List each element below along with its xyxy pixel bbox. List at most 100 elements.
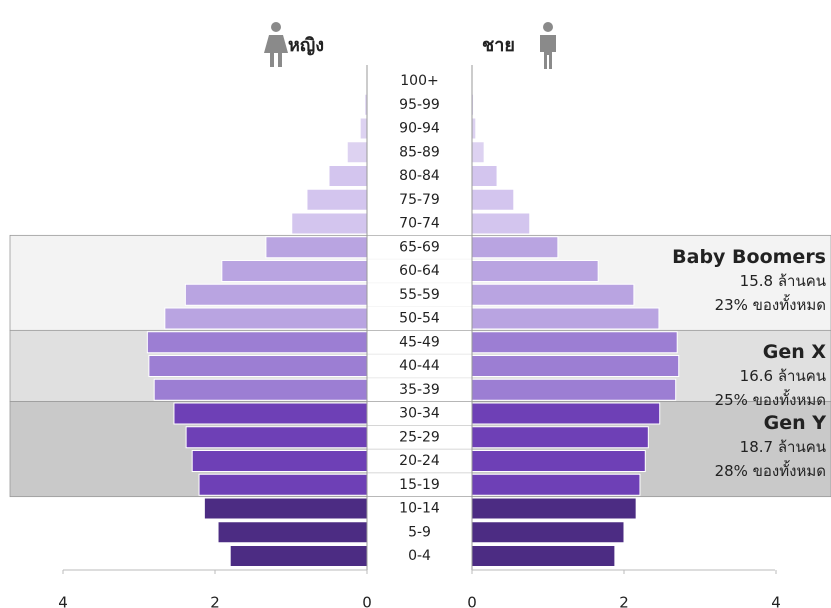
band-text: 23% ของทั้งหมด	[715, 294, 826, 314]
bar-female	[185, 426, 368, 449]
bar-male	[471, 450, 646, 472]
band-text: 18.7 ล้านคน	[740, 438, 826, 456]
bar-female	[198, 473, 368, 496]
bar-male	[471, 283, 635, 306]
label-bg	[367, 425, 472, 449]
bar-male	[471, 117, 477, 140]
bar-female	[164, 307, 368, 330]
bar-female	[146, 331, 368, 354]
bar-male	[471, 165, 498, 187]
bar-female	[359, 117, 368, 140]
bar-female	[148, 355, 368, 377]
category-label: 90-94	[399, 121, 440, 137]
category-label: 30-34	[399, 406, 440, 422]
female-icon	[264, 22, 288, 67]
x-tick-label: 4	[58, 594, 68, 608]
label-bg	[367, 140, 472, 164]
band-text: 28% ของทั้งหมด	[715, 460, 826, 480]
label-bg	[367, 212, 472, 235]
bar-female	[191, 450, 368, 472]
x-tick-label: 4	[771, 594, 781, 608]
label-bg	[367, 497, 472, 520]
label-bg	[367, 473, 472, 497]
bar-male	[471, 426, 649, 449]
bar-male	[471, 378, 677, 401]
label-bg	[367, 188, 472, 212]
label-bg	[367, 259, 472, 283]
bar-male	[471, 355, 680, 377]
band-title: Baby Boomers	[672, 246, 826, 268]
bar-female	[184, 283, 368, 306]
label-bg	[367, 330, 472, 354]
band-text: 15.8 ล้านคน	[740, 272, 826, 290]
bar-male	[471, 402, 661, 425]
category-label: 35-39	[399, 382, 440, 398]
bar-female	[153, 378, 368, 401]
x-tick-label: 2	[210, 594, 220, 608]
category-label: 100+	[400, 73, 438, 89]
label-bg	[367, 544, 472, 568]
category-label: 0-4	[408, 548, 431, 564]
bar-male	[471, 212, 531, 235]
category-label: 70-74	[399, 216, 440, 232]
bar-female	[328, 165, 368, 187]
bar-female	[217, 521, 368, 544]
legend-female: หญิง	[288, 35, 324, 56]
bar-male	[471, 521, 625, 544]
category-label: 10-14	[399, 501, 440, 517]
bar-female	[203, 497, 368, 520]
legend-male: ชาย	[482, 35, 515, 56]
category-label: 5-9	[408, 524, 431, 540]
category-label: 20-24	[399, 453, 440, 469]
bar-female	[221, 260, 368, 282]
label-bg	[367, 283, 472, 307]
category-label: 40-44	[399, 358, 440, 374]
label-bg	[367, 449, 472, 473]
bar-male	[471, 236, 559, 259]
band-title: Gen Y	[764, 412, 827, 434]
band-text: 16.6 ล้านคน	[740, 367, 826, 385]
label-bg	[367, 93, 472, 117]
bar-male	[471, 473, 641, 496]
label-bg	[367, 520, 472, 544]
bar-male	[471, 545, 616, 567]
bar-female	[346, 141, 368, 164]
category-label: 45-49	[399, 334, 440, 350]
label-bg	[367, 354, 472, 378]
label-bg	[367, 307, 472, 330]
bar-male	[471, 141, 485, 164]
x-tick-label: 2	[619, 594, 629, 608]
label-bg	[367, 69, 472, 93]
label-bg	[367, 117, 472, 140]
band-title: Gen X	[763, 341, 827, 363]
category-label: 65-69	[399, 239, 440, 255]
category-label: 55-59	[399, 287, 440, 303]
bar-male	[471, 497, 637, 520]
band-text: 25% ของทั้งหมด	[715, 389, 826, 409]
bar-female	[229, 545, 368, 567]
bar-female	[291, 212, 368, 235]
bar-male	[471, 307, 660, 330]
category-label: 15-19	[399, 477, 440, 493]
bar-male	[471, 331, 678, 354]
bars	[146, 69, 680, 568]
x-tick-label: 0	[362, 594, 372, 608]
bar-female	[265, 236, 368, 259]
category-label: 60-64	[399, 263, 440, 279]
label-bg	[367, 402, 472, 425]
category-label: 75-79	[399, 192, 440, 208]
male-icon	[540, 22, 556, 69]
label-bg	[367, 235, 472, 259]
bar-male	[471, 188, 515, 211]
category-label: 80-84	[399, 168, 440, 184]
x-tick-label: 0	[467, 594, 477, 608]
label-bg	[367, 164, 472, 188]
category-label: 50-54	[399, 311, 440, 327]
bar-male	[471, 260, 599, 282]
bar-female	[306, 188, 368, 211]
category-label: 85-89	[399, 144, 440, 160]
category-label: 25-29	[399, 429, 440, 445]
label-bg	[367, 378, 472, 402]
category-label: 95-99	[399, 97, 440, 113]
